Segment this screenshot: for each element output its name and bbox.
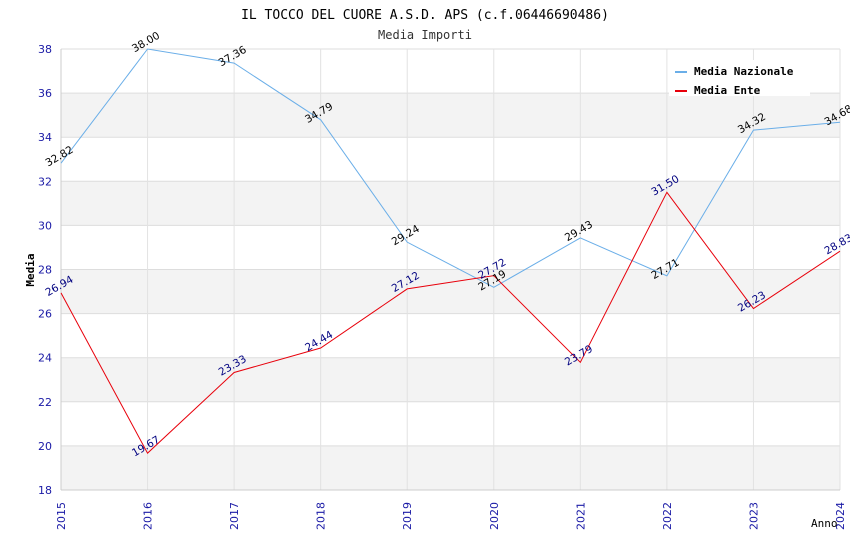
y-tick-label: 30 <box>38 219 52 232</box>
chart-title: IL TOCCO DEL CUORE A.S.D. APS (c.f.06446… <box>241 8 609 23</box>
x-tick-label: 2021 <box>574 502 587 530</box>
plot-band <box>61 137 840 182</box>
legend: Media Nazionale Media Ente <box>669 60 810 97</box>
x-tick-label: 2022 <box>661 502 674 530</box>
y-tick-label: 36 <box>38 87 52 100</box>
chart-subtitle: Media Importi <box>378 28 472 42</box>
plot-band <box>61 225 840 270</box>
x-tick-label: 2020 <box>488 502 501 530</box>
x-axis-label: Anno <box>811 517 838 530</box>
plot-band <box>61 313 840 358</box>
plot-band <box>61 445 840 490</box>
plot-band <box>61 401 840 446</box>
y-axis-ticks: 18 20 22 24 26 28 30 32 34 36 38 <box>38 43 52 497</box>
y-axis-label: Media <box>24 253 37 286</box>
plot-band <box>61 269 840 314</box>
y-tick-label: 34 <box>38 131 52 144</box>
y-tick-label: 38 <box>38 43 52 56</box>
x-tick-label: 2019 <box>401 502 414 530</box>
series-line-media-ente <box>60 191 841 454</box>
axes <box>60 49 840 491</box>
y-tick-label: 26 <box>38 308 52 321</box>
y-tick-label: 28 <box>38 264 52 277</box>
x-tick-label: 2024 <box>834 502 847 530</box>
x-axis-ticks: 2015 2016 2017 2018 2019 2020 2021 2022 2023 2024 <box>55 502 847 530</box>
legend-label-media-nazionale: Media Nazionale <box>694 65 794 78</box>
x-tick-label: 2016 <box>142 502 155 530</box>
plot-background-bands <box>61 49 840 490</box>
x-tick-label: 2023 <box>747 502 760 530</box>
legend-label-media-ente: Media Ente <box>694 84 761 97</box>
plot-band <box>61 181 840 226</box>
y-tick-label: 18 <box>38 484 52 497</box>
x-tick-label: 2018 <box>315 502 328 530</box>
plot-band <box>61 93 840 138</box>
y-tick-label: 24 <box>38 352 52 365</box>
series-line-media-nazionale <box>60 48 841 288</box>
x-tick-label: 2015 <box>55 502 68 530</box>
y-tick-label: 32 <box>38 175 52 188</box>
x-tick-label: 2017 <box>228 502 241 530</box>
legend-box <box>669 60 810 96</box>
plot-band <box>61 357 840 402</box>
y-tick-label: 22 <box>38 396 52 409</box>
series-lines <box>60 48 841 454</box>
y-tick-label: 20 <box>38 440 52 453</box>
